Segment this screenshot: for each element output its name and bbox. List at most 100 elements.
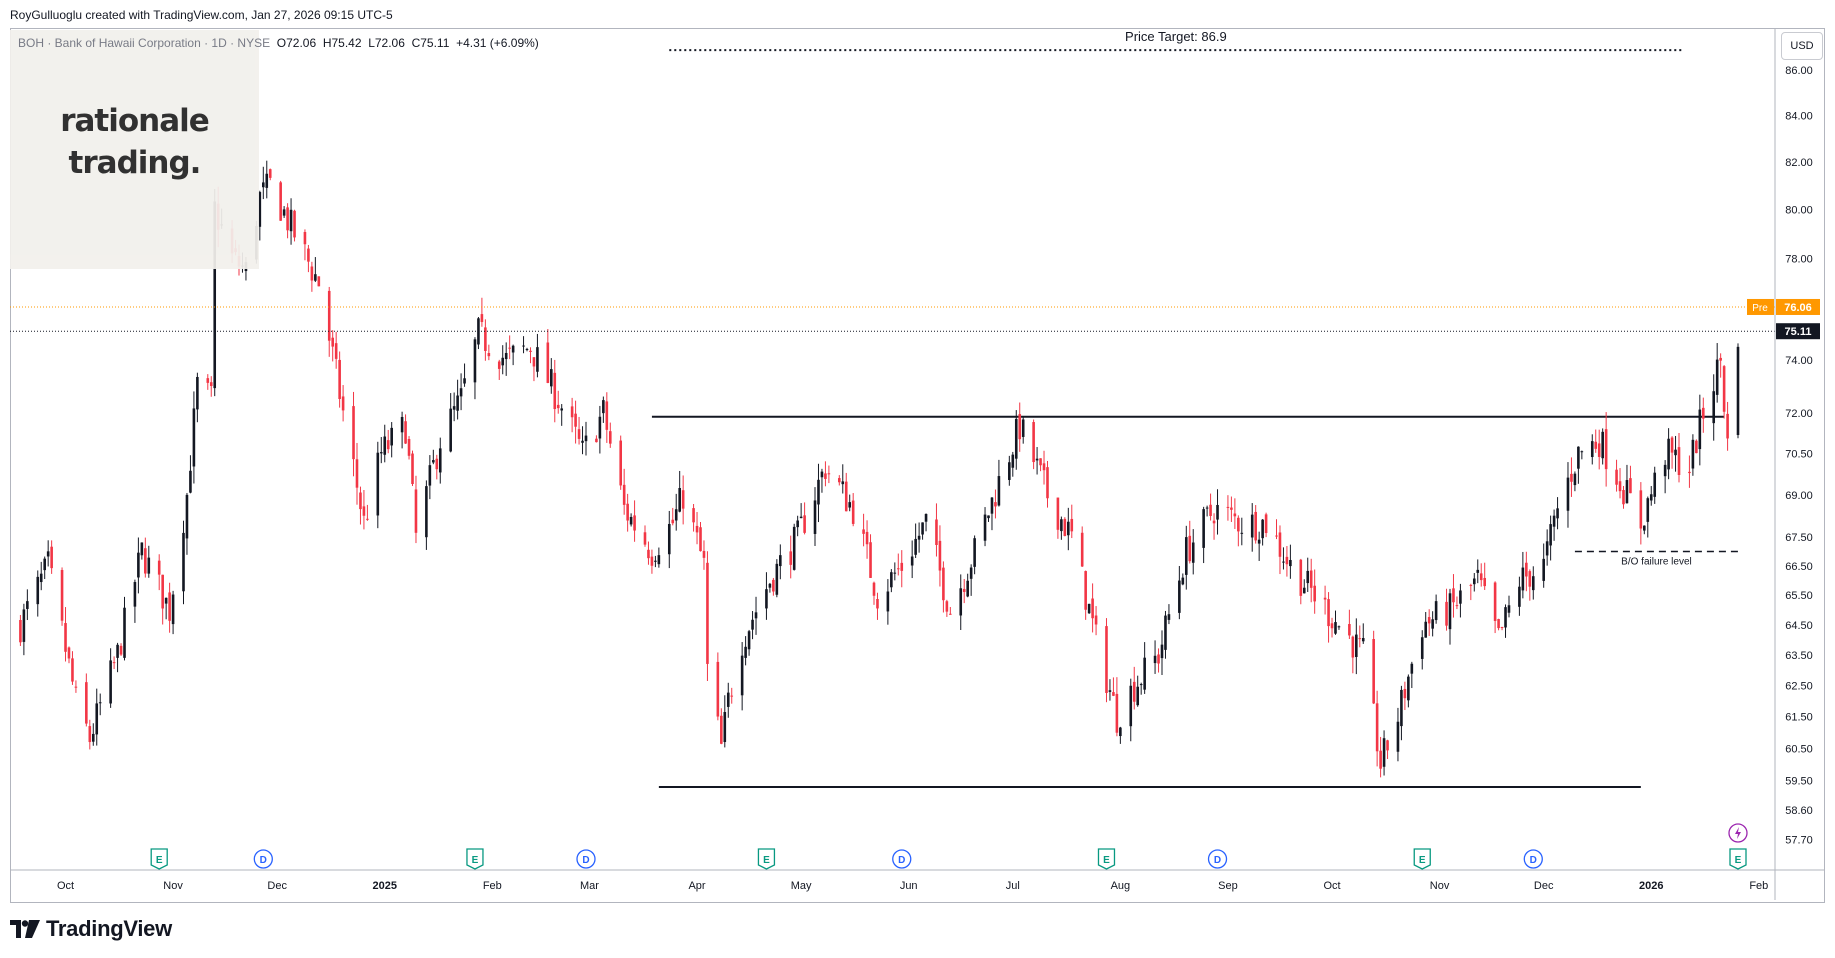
candle-body bbox=[133, 582, 137, 607]
currency-button[interactable]: USD bbox=[1781, 32, 1823, 60]
split-icon-bolt bbox=[1735, 827, 1741, 839]
candle-body bbox=[88, 726, 92, 743]
candle-body bbox=[942, 567, 945, 601]
x-axis: Oct Nov Dec 2025 Feb Mar Apr May Jun Jul Aug Sep Oct… bbox=[10, 869, 1825, 892]
candle-body bbox=[654, 560, 657, 562]
candle-body bbox=[1153, 655, 1157, 664]
chart-frame[interactable] bbox=[10, 28, 1825, 903]
candle-body bbox=[556, 404, 560, 409]
candle-body bbox=[1056, 497, 1060, 530]
candle-body bbox=[1060, 519, 1063, 532]
candle-body bbox=[116, 644, 119, 658]
y-tick-label: 59.50 bbox=[1785, 775, 1813, 787]
earnings-icon bbox=[1729, 848, 1747, 870]
candle-body bbox=[1264, 514, 1268, 534]
tradingview-brand[interactable]: TradingView bbox=[10, 916, 172, 942]
candle-body bbox=[303, 231, 307, 245]
candle-body bbox=[1525, 562, 1528, 577]
candle-body bbox=[1528, 571, 1532, 587]
y-tick-label: 61.50 bbox=[1785, 712, 1813, 724]
y-tick-label: 64.50 bbox=[1785, 620, 1813, 632]
candle-body bbox=[938, 540, 942, 571]
candle-body bbox=[813, 500, 817, 534]
candle-body bbox=[1670, 437, 1674, 453]
earnings-icon bbox=[757, 848, 776, 870]
annotations: Price Target: 86.9 B/O failure level bbox=[10, 29, 1775, 568]
candle-body bbox=[1542, 558, 1545, 581]
candle-body bbox=[910, 556, 914, 566]
candle-body bbox=[900, 562, 904, 571]
candle-body bbox=[1702, 407, 1705, 419]
candle-body bbox=[376, 452, 380, 516]
candle-body bbox=[504, 352, 508, 360]
earnings-icon bbox=[1097, 848, 1116, 870]
candle-body bbox=[1212, 520, 1216, 524]
y-tick-label: 69.00 bbox=[1785, 490, 1813, 502]
candle-body bbox=[1191, 542, 1195, 563]
candle-body bbox=[1396, 721, 1400, 752]
candle-body bbox=[1386, 740, 1389, 751]
candle-body bbox=[307, 248, 310, 262]
x-tick-label: May bbox=[791, 880, 812, 892]
candle-body bbox=[671, 519, 675, 524]
candle-body bbox=[983, 514, 987, 541]
candle-body bbox=[844, 481, 848, 512]
y-tick-label: 86.00 bbox=[1785, 65, 1813, 77]
candle-body bbox=[1046, 467, 1049, 499]
y-tick-label: 82.00 bbox=[1785, 157, 1813, 169]
candle-body bbox=[265, 173, 269, 188]
candle-body bbox=[872, 582, 876, 596]
candle-body bbox=[792, 526, 796, 570]
candle-body bbox=[168, 592, 171, 621]
candle-body bbox=[1112, 692, 1115, 696]
candle-body bbox=[438, 448, 442, 473]
candle-body bbox=[1136, 686, 1140, 706]
candle-body bbox=[1091, 598, 1094, 619]
last-price-tag-bg bbox=[1776, 323, 1820, 340]
candle-body bbox=[1115, 693, 1119, 733]
x-tick-label: Nov bbox=[163, 880, 183, 892]
candle-body bbox=[1476, 569, 1480, 573]
pre-tag-label: Pre bbox=[1752, 303, 1768, 314]
candle-body bbox=[331, 337, 334, 347]
candle-body bbox=[407, 439, 411, 456]
candle-body bbox=[60, 569, 64, 621]
candle-body bbox=[570, 406, 574, 418]
candle-body bbox=[779, 555, 782, 567]
candle-body bbox=[681, 490, 685, 509]
candle-body bbox=[36, 576, 40, 605]
x-tick-label: Aug bbox=[1111, 880, 1131, 892]
candle-body bbox=[289, 209, 293, 232]
x-tick-label: Mar bbox=[580, 880, 599, 892]
candle-body bbox=[144, 548, 147, 574]
dividend-icon bbox=[1523, 849, 1543, 869]
header-credit: RoyGulluoglu created with TradingView.co… bbox=[10, 8, 393, 22]
candle-body bbox=[1261, 519, 1264, 539]
x-tick-label: Jul bbox=[1006, 880, 1020, 892]
candle-body bbox=[1139, 684, 1143, 686]
candle-body bbox=[1327, 599, 1330, 627]
candle-body bbox=[1688, 471, 1691, 474]
candle-body bbox=[213, 201, 217, 389]
watermark-line2: trading. bbox=[68, 145, 202, 181]
candle-body bbox=[1663, 464, 1667, 477]
candle-body bbox=[1011, 454, 1015, 468]
candle-body bbox=[386, 440, 390, 450]
candle-body bbox=[1577, 446, 1580, 469]
candle-body bbox=[862, 529, 865, 534]
candle-body bbox=[1472, 578, 1476, 585]
candle-body bbox=[1698, 409, 1702, 450]
candle-body bbox=[85, 682, 88, 724]
high-label: H bbox=[322, 36, 332, 50]
candle-body bbox=[1257, 539, 1261, 544]
tradingview-logo-icon bbox=[10, 920, 40, 938]
candle-body bbox=[39, 573, 43, 583]
candle-body bbox=[706, 562, 709, 664]
candle-body bbox=[1348, 624, 1351, 636]
candle-body bbox=[1087, 603, 1091, 614]
candle-body bbox=[1021, 419, 1025, 437]
symbol-legend[interactable]: BOH · Bank of Hawaii Corporation · 1D · … bbox=[18, 36, 539, 50]
candle-body bbox=[1164, 615, 1167, 650]
